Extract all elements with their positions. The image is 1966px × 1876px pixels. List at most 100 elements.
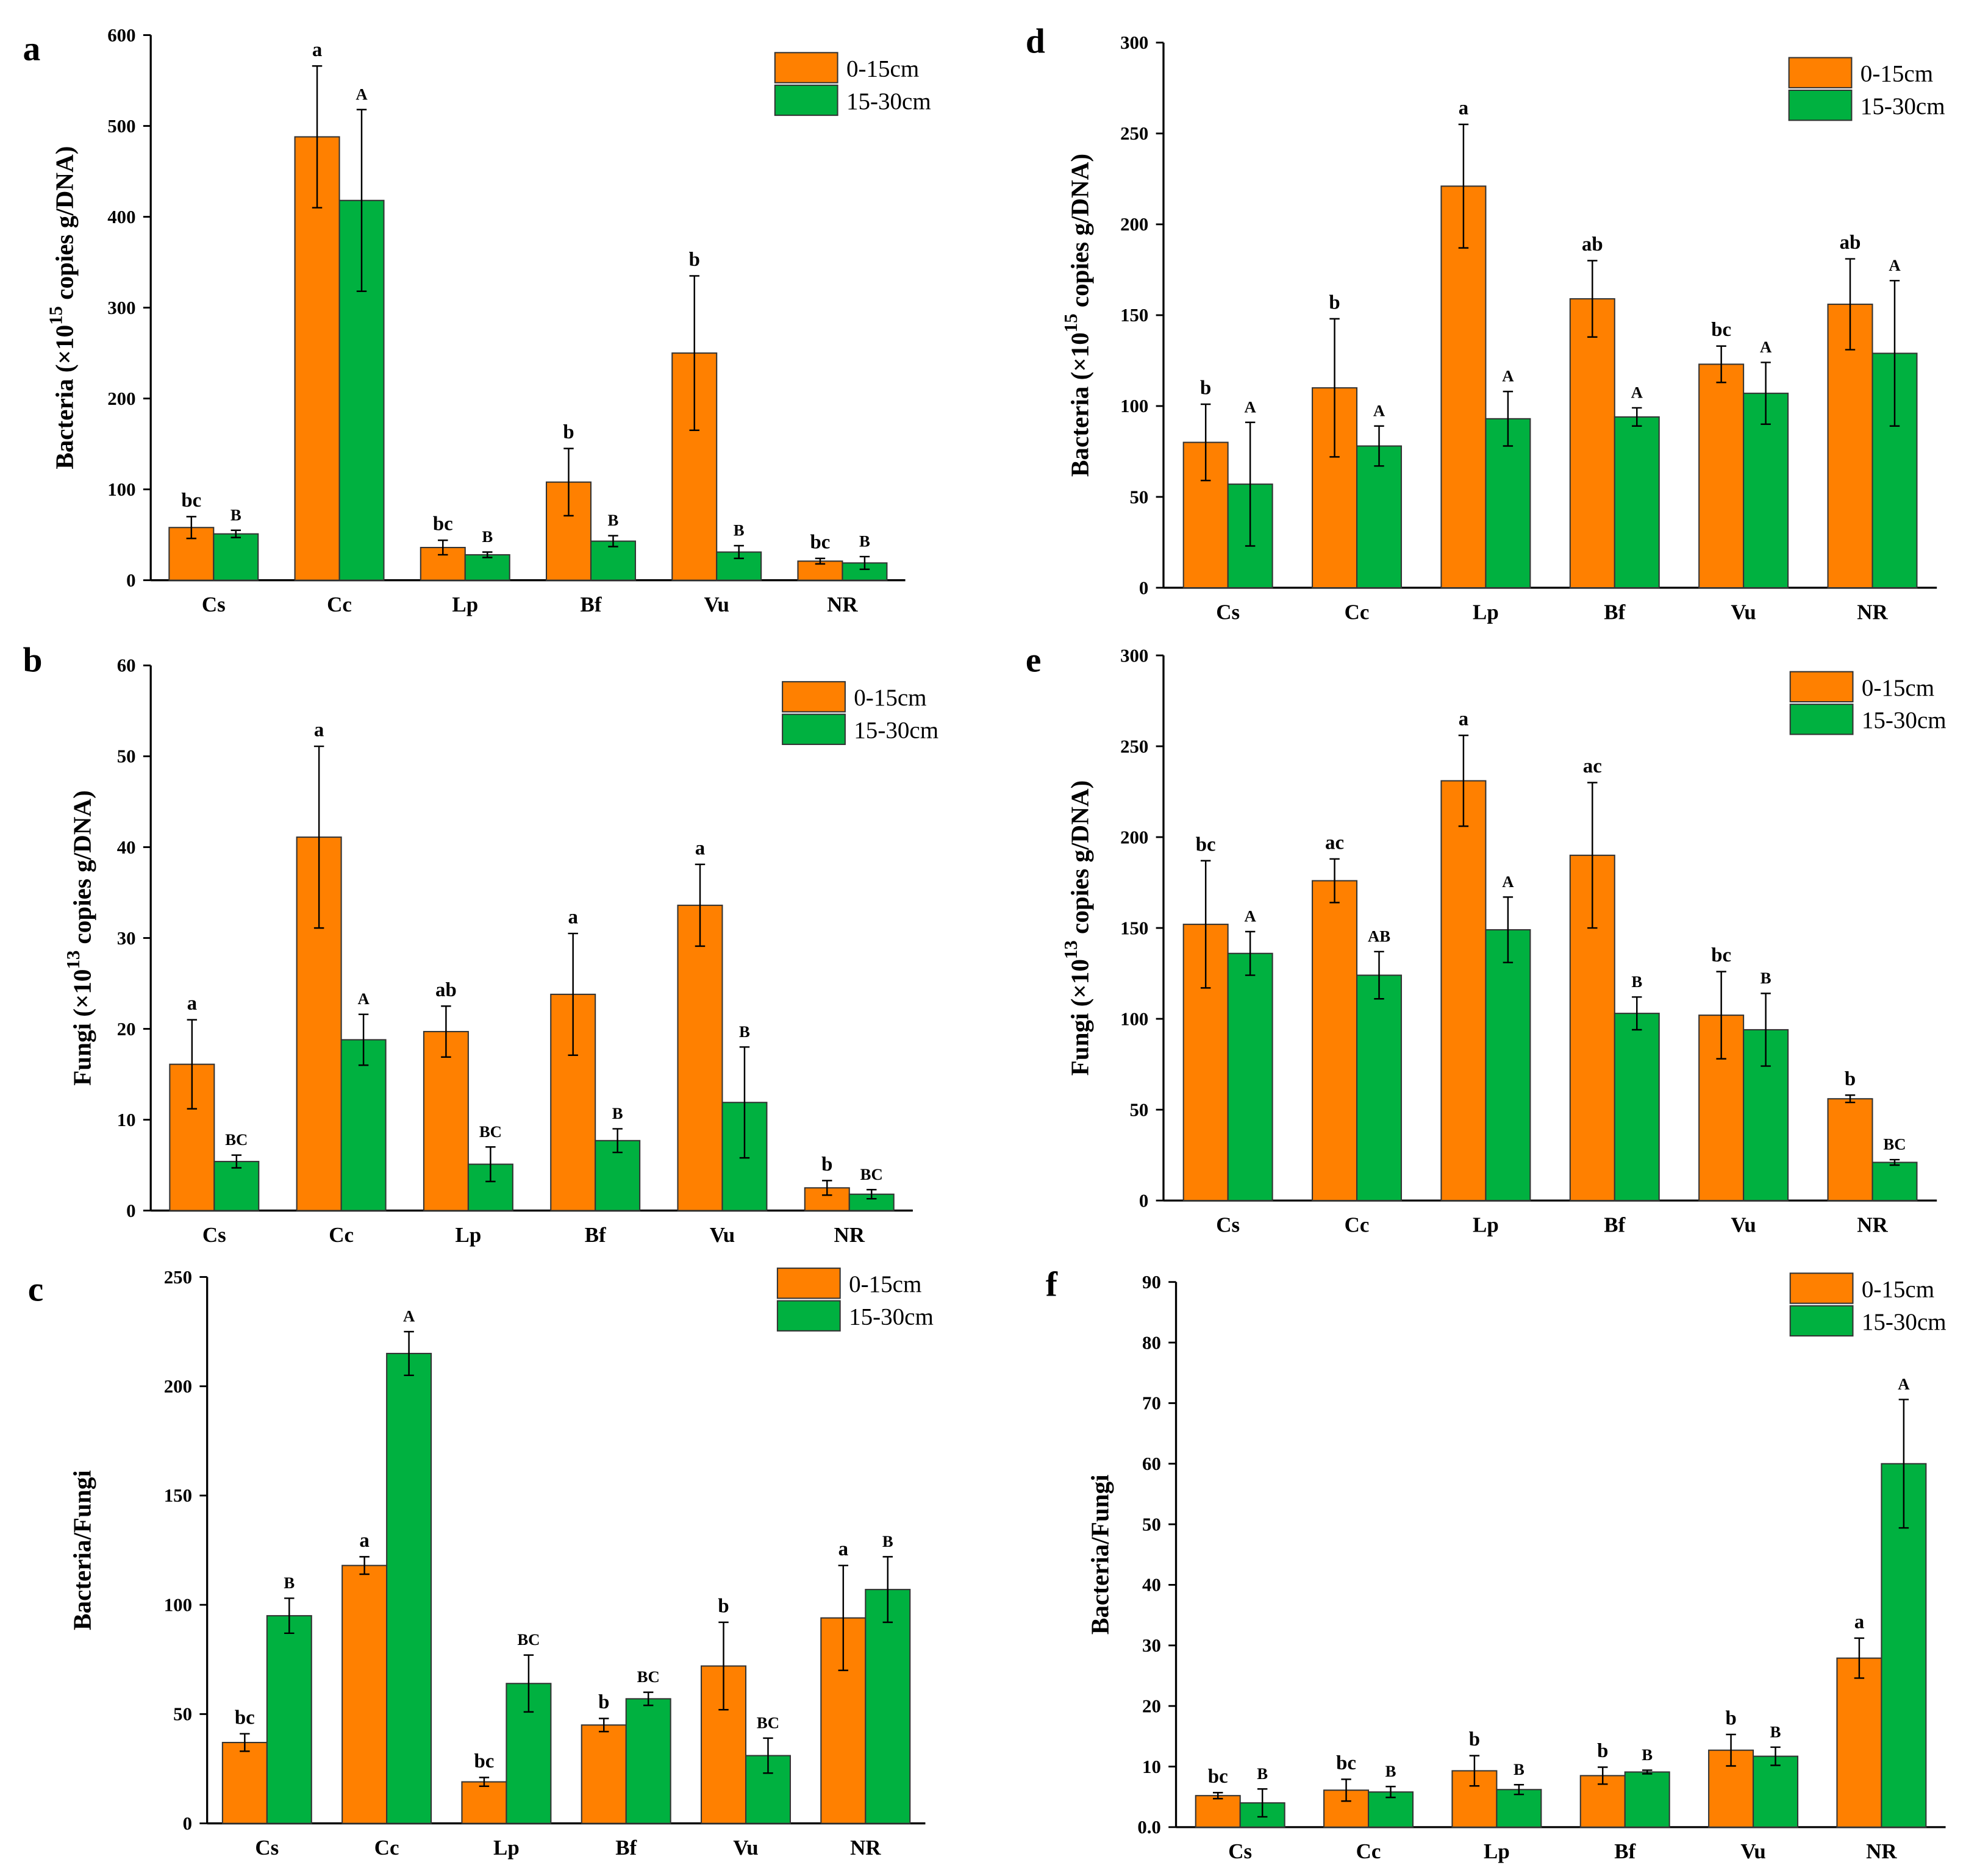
y-axis-label-rest: copies g/DNA): [68, 790, 96, 950]
y-tick-label: 0: [1139, 577, 1148, 598]
y-axis-label-main: Fungi (×10: [1066, 959, 1094, 1075]
x-tick-label: NR: [1857, 1213, 1888, 1237]
legend-label: 15-30cm: [1861, 93, 1945, 119]
significance-letter: B: [284, 1574, 295, 1592]
legend-label: 0-15cm: [1862, 675, 1934, 701]
significance-letter: a: [568, 907, 577, 929]
x-tick-label: Cs: [1228, 1839, 1252, 1863]
bar-Lp-15-30cm: [1485, 418, 1531, 589]
panel-d: d 0 50 100 150 200 250 300 Bacteria (×1015 copie…: [1026, 22, 1945, 624]
y-tick-label: 400: [107, 207, 135, 227]
significance-letter: bc: [810, 531, 831, 553]
bar-NR-15-30cm: [1871, 1161, 1918, 1202]
y-axis-label-exponent: 15: [45, 306, 66, 325]
significance-letter: a: [187, 993, 197, 1015]
significance-letter: B: [612, 1104, 623, 1122]
y-tick-label: 30: [1142, 1635, 1161, 1656]
bar-Cs-15-30cm: [213, 1161, 260, 1211]
bar-Lp-0-15cm: [1440, 780, 1487, 1202]
panel-label: b: [23, 641, 43, 680]
panel-f: f 0.0 10 20 30 40 50 60 70 80 90 Bacteria/Fungi Cs bc…: [1046, 1265, 1946, 1863]
x-tick-label: Vu: [1740, 1839, 1765, 1863]
significance-letter: B: [1385, 1762, 1396, 1780]
significance-letter: B: [1642, 1746, 1653, 1764]
y-tick-label: 200: [1120, 827, 1148, 847]
bar-Vu-0-15cm: [677, 904, 723, 1211]
y-axis-label: Fungi (×1013 copies g/DNA): [63, 790, 96, 1086]
significance-letter: b: [598, 1691, 609, 1713]
x-tick-label: Lp: [452, 593, 478, 616]
x-tick-label: Cc: [1345, 600, 1370, 624]
bar-NR-15-30cm: [865, 1589, 911, 1824]
significance-letter: B: [1760, 969, 1771, 987]
bar-Lp-0-15cm: [423, 1030, 469, 1211]
x-tick-label: Bf: [585, 1223, 606, 1247]
y-tick-label: 100: [1120, 396, 1148, 416]
significance-letter: b: [718, 1595, 729, 1617]
significance-letter: AB: [1368, 927, 1390, 945]
y-tick-label: 20: [117, 1019, 136, 1040]
significance-letter: A: [357, 990, 370, 1008]
x-tick-label: Cc: [327, 593, 352, 616]
significance-letter: BC: [517, 1630, 540, 1649]
x-tick-label: NR: [834, 1223, 865, 1247]
y-tick-label: 90: [1142, 1272, 1161, 1293]
significance-letter: b: [689, 249, 700, 271]
legend-label: 0-15cm: [854, 685, 926, 711]
significance-letter: b: [1469, 1728, 1480, 1750]
y-tick-label: 200: [164, 1376, 192, 1397]
significance-letter: bc: [235, 1707, 255, 1728]
bar-NR-0-15cm: [1836, 1657, 1882, 1828]
legend-swatch-0-15cm: [1788, 57, 1853, 88]
legend-swatch-15-30cm: [776, 1300, 841, 1332]
x-tick-label: Lp: [1484, 1839, 1510, 1863]
bar-Cc-0-15cm: [1312, 880, 1358, 1202]
legend-label: 15-30cm: [1862, 1309, 1946, 1335]
y-tick-label: 200: [1120, 214, 1148, 235]
y-tick-label: 70: [1142, 1393, 1161, 1414]
significance-letter: B: [859, 532, 870, 550]
legend-label: 0-15cm: [846, 55, 919, 82]
x-tick-label: Cs: [202, 593, 226, 616]
y-tick-label: 60: [117, 655, 136, 676]
y-tick-label: 10: [117, 1110, 136, 1130]
significance-letter: ab: [1840, 232, 1861, 254]
x-tick-label: Cc: [329, 1223, 354, 1247]
panel-label: a: [23, 30, 41, 68]
bar-Cs-0-15cm: [1195, 1795, 1241, 1828]
panel-label: c: [28, 1271, 44, 1309]
y-tick-label: 0.0: [1137, 1817, 1161, 1838]
panel-c: c 0 50 100 150 200 250 Bacteria/Fungi Cs bc B Cc a A L…: [28, 1267, 934, 1860]
bar-Cc-0-15cm: [341, 1564, 388, 1824]
bar-Cc-15-30cm: [386, 1352, 432, 1824]
bar-NR-0-15cm: [1827, 304, 1873, 589]
y-tick-label: 200: [107, 388, 135, 409]
x-tick-label: Vu: [704, 593, 729, 616]
significance-letter: B: [882, 1532, 893, 1550]
legend-swatch-0-15cm: [1789, 671, 1854, 703]
bar-Cs-15-30cm: [1227, 952, 1273, 1202]
y-axis-label: Bacteria (×1015 copies g/DNA): [45, 146, 78, 469]
y-axis-label: Bacteria/Fungi: [68, 1470, 96, 1630]
legend-label: 0-15cm: [1862, 1276, 1934, 1302]
x-tick-label: NR: [827, 593, 858, 616]
bar-Lp-0-15cm: [1440, 185, 1487, 589]
legend-label: 0-15cm: [849, 1271, 921, 1297]
x-tick-label: NR: [850, 1836, 881, 1860]
y-axis-label: Bacteria (×1015 copies g/DNA): [1060, 154, 1093, 477]
legend-swatch-0-15cm: [774, 52, 838, 84]
y-tick-label: 100: [107, 479, 135, 500]
significance-letter: a: [312, 39, 322, 61]
significance-letter: ac: [1325, 832, 1344, 854]
y-tick-label: 0: [183, 1813, 192, 1834]
bar-Bf-15-30cm: [590, 540, 636, 581]
x-tick-label: Vu: [733, 1836, 758, 1860]
y-tick-label: 150: [1120, 305, 1148, 326]
significance-letter: bc: [1336, 1752, 1356, 1774]
significance-letter: B: [1514, 1760, 1525, 1778]
panel-label: e: [1026, 641, 1042, 680]
legend-label: 15-30cm: [849, 1304, 934, 1330]
x-tick-label: Bf: [1614, 1839, 1635, 1863]
significance-letter: a: [838, 1538, 848, 1560]
bar-NR-0-15cm: [1827, 1098, 1873, 1202]
